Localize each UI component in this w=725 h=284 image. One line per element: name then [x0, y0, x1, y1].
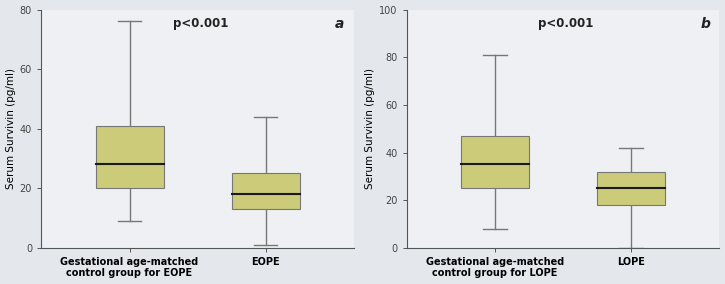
- Bar: [597, 172, 665, 205]
- Bar: [96, 126, 164, 188]
- Y-axis label: Serum Survivin (pg/ml): Serum Survivin (pg/ml): [365, 68, 375, 189]
- Y-axis label: Serum Survivin (pg/ml): Serum Survivin (pg/ml): [6, 68, 15, 189]
- Bar: [231, 173, 299, 209]
- Text: b: b: [700, 17, 710, 31]
- Bar: [461, 136, 529, 188]
- Text: p<0.001: p<0.001: [173, 17, 228, 30]
- Text: a: a: [335, 17, 344, 31]
- Text: p<0.001: p<0.001: [538, 17, 593, 30]
